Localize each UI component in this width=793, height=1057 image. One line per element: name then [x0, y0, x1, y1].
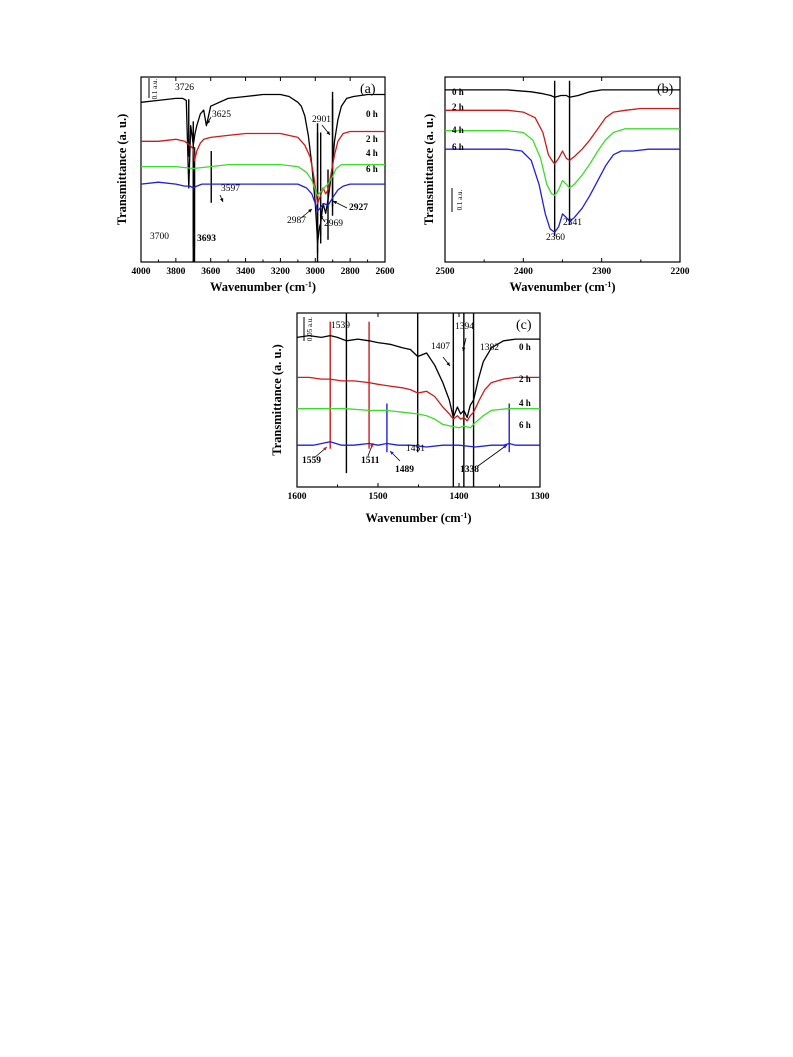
series-line-0h	[296, 334, 540, 419]
series-label: 6 h	[366, 164, 378, 174]
series-label: 2 h	[519, 374, 531, 384]
scale-bar-label: 0.1 a.u.	[456, 189, 464, 210]
x-tick-label: 3200	[271, 267, 290, 277]
peak-arrowhead	[320, 215, 324, 219]
x-axis-label-superscript: -1	[305, 280, 312, 289]
x-axis-label-close: )	[467, 511, 471, 525]
x-tick-label: 3000	[306, 267, 325, 277]
x-axis-label: Wavenumber (cm-1)	[210, 280, 316, 295]
x-tick-label: 1600	[288, 492, 307, 502]
y-axis-label: Transmittance (a. u.)	[422, 114, 436, 226]
x-axis-label-main: Wavenumber (cm	[365, 511, 461, 525]
series-line-4h	[297, 408, 540, 429]
scale-bar-label: 0.1 a.u.	[151, 78, 159, 99]
series-label: 0 h	[366, 109, 378, 119]
peak-label: 1338	[460, 465, 479, 475]
peak-label: 1511	[361, 456, 380, 466]
series-line-2h	[141, 130, 385, 205]
series-label: 2 h	[452, 102, 464, 112]
x-tick-label: 2600	[376, 267, 395, 277]
series-line-4h	[141, 163, 385, 197]
peak-arrowhead	[370, 443, 374, 447]
y-axis-label: Transmittance (a. u.)	[270, 344, 284, 456]
x-tick-label: 2300	[592, 267, 611, 277]
peak-label: 2927	[349, 203, 368, 213]
series-line-6h	[445, 148, 680, 234]
peak-label: 1407	[431, 342, 450, 352]
x-tick-label: 1500	[369, 492, 388, 502]
x-tick-label: 2200	[671, 267, 690, 277]
x-axis-label-main: Wavenumber (cm	[509, 280, 605, 294]
series-line-0h	[140, 93, 385, 244]
series-label: 2 h	[366, 134, 378, 144]
series-line-0h	[445, 89, 680, 98]
series-label: 0 h	[519, 342, 531, 352]
series-label: 4 h	[519, 398, 531, 408]
peak-label: 1451	[406, 444, 425, 454]
peak-label: 2901	[312, 115, 331, 125]
panel-letter: (a)	[360, 82, 376, 97]
series-label: 6 h	[452, 142, 464, 152]
peak-label: 3700	[150, 232, 169, 242]
peak-arrowhead	[503, 445, 507, 449]
peak-label: 2360	[546, 233, 565, 243]
x-tick-label: 3400	[236, 267, 255, 277]
panel-letter: (c)	[516, 318, 532, 333]
plot-frame	[140, 76, 386, 263]
x-axis-label: Wavenumber (cm-1)	[509, 280, 615, 295]
series-label: 4 h	[366, 148, 378, 158]
plot-frame	[296, 312, 541, 488]
x-axis-label-close: )	[312, 280, 316, 294]
peak-label: 1539	[331, 321, 350, 331]
x-tick-label: 2400	[514, 267, 533, 277]
series-label: 4 h	[452, 125, 464, 135]
peak-arrowhead	[390, 451, 394, 455]
x-tick-label: 2800	[341, 267, 360, 277]
x-axis-label-close: )	[611, 280, 615, 294]
peak-arrowhead	[446, 362, 450, 366]
peak-arrowhead	[308, 209, 312, 213]
series-label: 0 h	[452, 87, 464, 97]
series-line-6h	[140, 181, 385, 213]
peak-label: 2969	[324, 219, 343, 229]
peak-arrowhead	[333, 201, 337, 205]
x-axis-label-superscript: -1	[461, 511, 468, 520]
series-line-2h	[297, 376, 540, 422]
x-tick-label: 3800	[166, 267, 185, 277]
series-line-2h	[445, 107, 680, 165]
chart-panel-c: 1600 1500 1400 1300 Wavenumber (cm-1) Transmi…	[270, 312, 550, 526]
x-tick-label: 2500	[436, 267, 455, 277]
peak-label: 3726	[175, 83, 194, 93]
x-tick-label: 3600	[201, 267, 220, 277]
chart-panel-b: 2500 2400 2300 2200 Wavenumber (cm-1) Transmi…	[422, 76, 690, 295]
peak-label: 1394	[455, 322, 474, 332]
peak-label: 3693	[197, 234, 216, 244]
peak-label: 2987	[287, 216, 306, 226]
peak-label: 3597	[221, 184, 240, 194]
peak-label: 2341	[563, 218, 582, 228]
x-axis-label-main: Wavenumber (cm	[210, 280, 306, 294]
peak-arrowhead	[323, 447, 327, 451]
x-axis-label-superscript: -1	[605, 280, 612, 289]
scale-bar-label: 0.05 a.u.	[306, 317, 314, 341]
peak-arrowhead	[462, 347, 466, 351]
peak-arrow	[477, 444, 508, 467]
peak-label: 3625	[212, 110, 231, 120]
x-tick-label: 4000	[132, 267, 151, 277]
peak-arrowhead	[219, 198, 224, 202]
x-tick-label: 1300	[531, 492, 550, 502]
x-tick-label: 1400	[450, 492, 469, 502]
series-line-4h	[445, 128, 680, 197]
peak-arrowhead	[326, 131, 330, 135]
peak-label: 1559	[302, 456, 321, 466]
series-label: 6 h	[519, 420, 531, 430]
peak-arrowhead	[207, 120, 211, 124]
x-axis-label: Wavenumber (cm-1)	[365, 511, 471, 526]
y-axis-label: Transmittance (a. u.)	[115, 114, 129, 226]
series-line-6h	[297, 441, 540, 448]
peak-label: 1489	[395, 465, 414, 475]
chart-panel-a: 4000 3800 3600 3400 3200 3000 2800 2600 Wavenumb…	[115, 76, 395, 295]
peak-label: 1382	[480, 343, 499, 353]
